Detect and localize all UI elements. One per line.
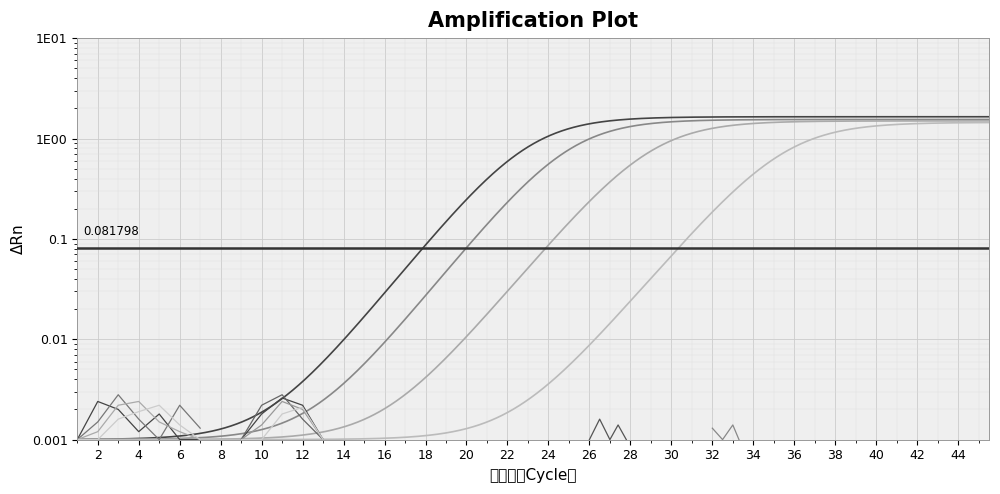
Text: 0.081798: 0.081798 — [83, 225, 139, 238]
Y-axis label: ΔRn: ΔRn — [11, 224, 26, 254]
X-axis label: 循环数（Cycle）: 循环数（Cycle） — [489, 468, 577, 483]
Title: Amplification Plot: Amplification Plot — [428, 11, 638, 31]
